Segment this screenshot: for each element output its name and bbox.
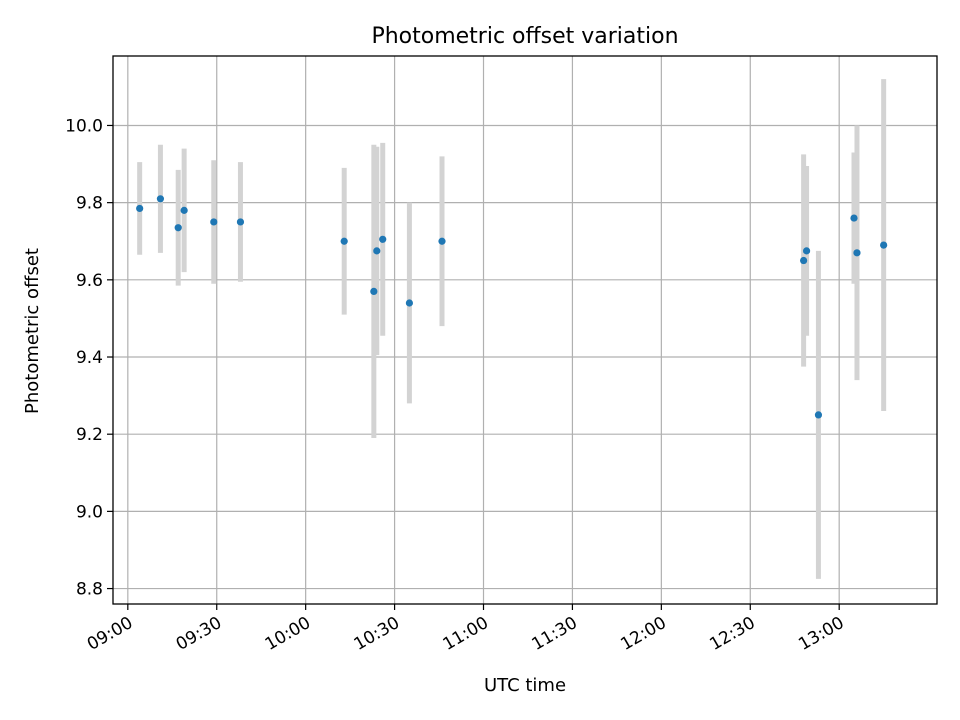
plot-frame <box>112 55 938 605</box>
y-tick-label: 9.8 <box>76 194 103 214</box>
y-tick-label: 9.4 <box>76 348 103 368</box>
y-axis-label: Photometric offset <box>22 248 43 414</box>
x-tick-label: 13:00 <box>795 613 847 655</box>
data-point <box>802 247 811 255</box>
y-tick-label: 10.0 <box>65 116 103 136</box>
data-points <box>136 195 888 419</box>
data-point <box>210 218 218 226</box>
data-point <box>236 218 245 226</box>
data-point <box>850 214 858 222</box>
x-tick-label: 09:00 <box>84 613 136 655</box>
grid-lines <box>113 56 937 604</box>
x-tick-label: 12:00 <box>617 613 669 655</box>
y-axis-ticks: 8.8 9.0 9.2 9.4 9.6 9.8 10.0 <box>65 116 113 600</box>
data-point <box>180 206 188 214</box>
data-point <box>853 249 861 257</box>
error-bars <box>137 79 887 579</box>
data-point <box>370 287 378 296</box>
y-tick-label: 9.6 <box>76 271 103 291</box>
data-point <box>438 237 446 245</box>
data-point <box>405 299 414 307</box>
data-point <box>340 237 348 245</box>
data-point <box>174 224 182 232</box>
data-point <box>880 241 888 249</box>
x-axis-ticks: 09:00 09:30 10:00 10:30 11:00 11:30 12:00 12:30… <box>84 604 848 655</box>
y-tick-label: 8.8 <box>76 580 103 600</box>
x-tick-label: 10:30 <box>351 613 403 655</box>
y-tick-label: 9.2 <box>76 425 103 445</box>
x-tick-label: 09:30 <box>173 613 225 655</box>
x-tick-label: 10:00 <box>262 613 314 655</box>
chart-title: Photometric offset variation <box>371 24 678 49</box>
data-point <box>814 411 823 419</box>
data-point <box>379 235 387 243</box>
x-tick-label: 11:30 <box>528 613 580 655</box>
x-axis-label: UTC time <box>484 675 566 696</box>
data-point <box>156 195 165 203</box>
y-tick-label: 9.0 <box>76 502 103 522</box>
x-tick-label: 11:00 <box>440 613 492 655</box>
data-point <box>800 256 808 265</box>
data-point <box>373 247 381 255</box>
data-point <box>136 204 144 213</box>
x-tick-label: 12:30 <box>706 613 758 655</box>
